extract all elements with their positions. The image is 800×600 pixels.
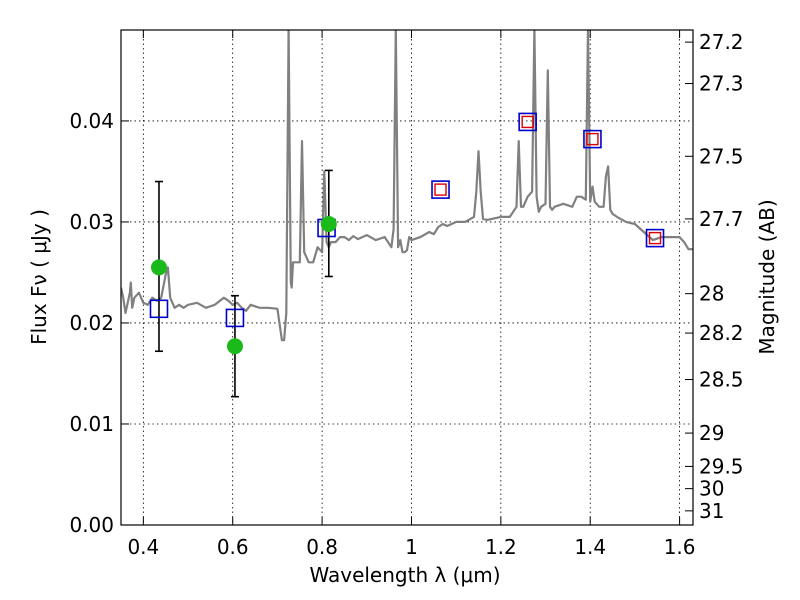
axes: 0.4 0.6 0.8 1 1.2 1.4 1.6 0.00 0.01 0.02 0.03 0.04 2… bbox=[69, 30, 744, 559]
mag-tick-label-6: 28.5 bbox=[699, 368, 744, 392]
y-tick-label-4: 0.04 bbox=[69, 109, 114, 133]
ir-photometry-square-1 bbox=[521, 115, 534, 129]
x-tick-label-2: 0.8 bbox=[306, 535, 338, 559]
model-spectrum-line bbox=[121, 30, 693, 342]
model-photometry-square-6 bbox=[645, 228, 665, 248]
x-tick-label-6: 1.6 bbox=[664, 535, 696, 559]
grid bbox=[121, 30, 693, 525]
mag-tick-label-8: 29.5 bbox=[699, 454, 744, 478]
ir-photometry-square-3 bbox=[648, 231, 662, 245]
x-tick-label-3: 1 bbox=[405, 535, 418, 559]
x-tick-label-0: 0.4 bbox=[127, 535, 159, 559]
mag-tick-label-9: 30 bbox=[699, 477, 724, 501]
mag-tick-label-0: 27.2 bbox=[699, 30, 744, 54]
observed-point-0 bbox=[150, 259, 167, 276]
y-tick-label-3: 0.03 bbox=[69, 210, 114, 234]
mag-tick-label-3: 27.7 bbox=[699, 207, 744, 231]
x-tick-label-5: 1.4 bbox=[574, 535, 606, 559]
y-tick-label-0: 0.00 bbox=[69, 513, 114, 537]
mag-tick-label-10: 31 bbox=[699, 499, 724, 523]
x-tick-label-1: 0.6 bbox=[217, 535, 249, 559]
mag-tick-label-5: 28.2 bbox=[699, 321, 744, 345]
ir-photometry-square-2 bbox=[586, 132, 599, 146]
x-axis-label: Wavelength λ (μm) bbox=[309, 563, 500, 587]
mag-tick-label-1: 27.3 bbox=[699, 72, 744, 96]
model-photometry-square-3 bbox=[431, 180, 450, 199]
plot-frame bbox=[120, 29, 694, 526]
mag-tick-label-4: 28 bbox=[699, 282, 724, 306]
x-tick-label-4: 1.2 bbox=[485, 535, 517, 559]
y-tick-label-1: 0.01 bbox=[69, 412, 114, 436]
ir-photometry-square-0 bbox=[434, 183, 447, 196]
mag-tick-label-7: 29 bbox=[699, 421, 724, 445]
model-photometry-square-0 bbox=[149, 299, 169, 319]
model-photometry-square-1 bbox=[225, 308, 245, 328]
model-photometry-square-4 bbox=[518, 112, 537, 132]
observed-point-2 bbox=[320, 215, 337, 232]
y-axis-label-left: Flux Fν ( μJy ) bbox=[27, 209, 51, 345]
plot-area bbox=[121, 30, 693, 398]
observed-point-1 bbox=[226, 338, 243, 355]
model-photometry-square-5 bbox=[583, 129, 602, 149]
mag-tick-label-2: 27.5 bbox=[699, 144, 744, 168]
y-tick-label-2: 0.02 bbox=[69, 311, 114, 335]
y-axis-label-right: Magnitude (AB) bbox=[755, 199, 779, 354]
